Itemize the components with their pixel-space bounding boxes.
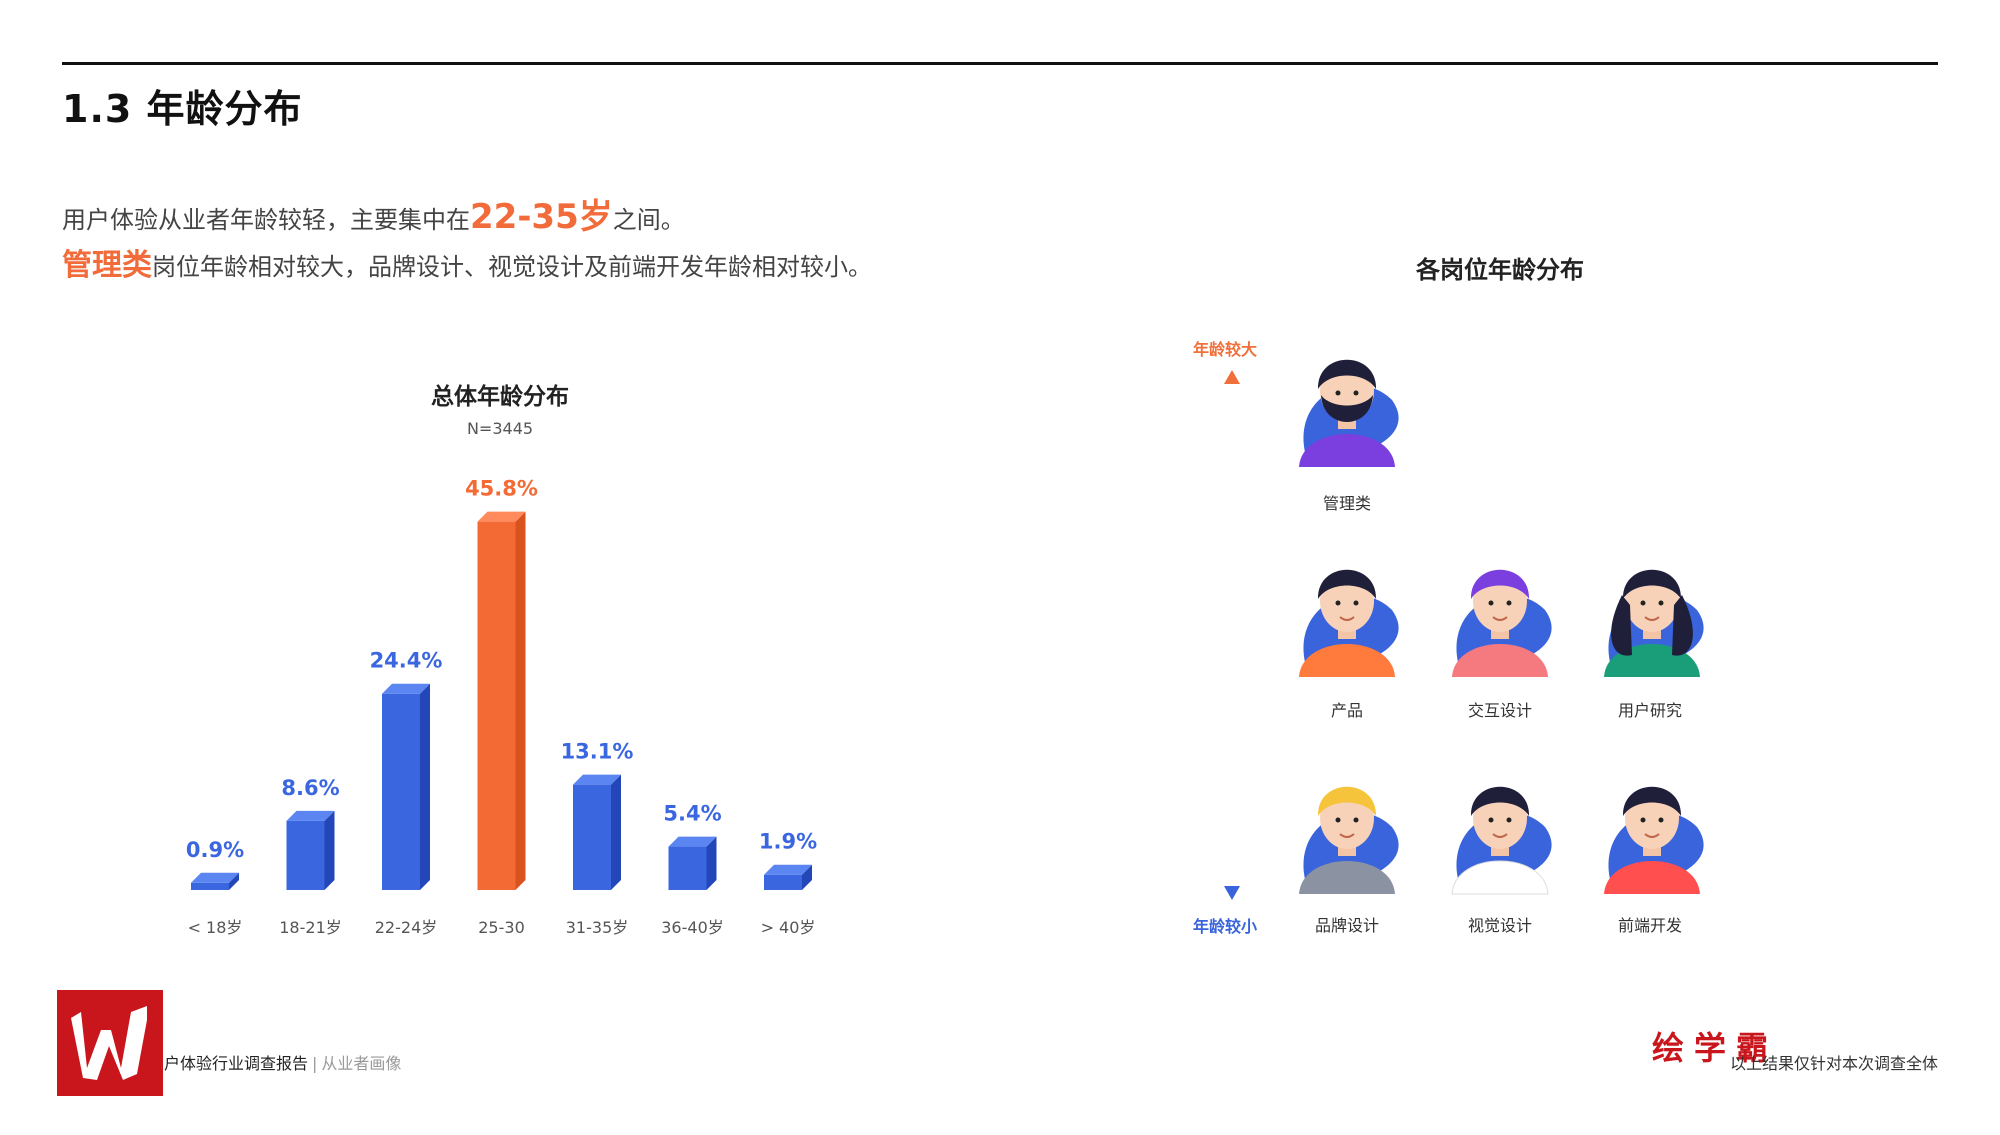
intro-line1-post: 之间。 (612, 206, 685, 234)
category-label-3: 25-30 (478, 918, 525, 937)
bar-value-label-4: 13.1% (561, 740, 634, 764)
role-label-interaction: 交互设计 (1467, 701, 1532, 720)
intro-line-1: 用户体验从业者年龄较轻，主要集中在22-35岁之间。 (62, 195, 872, 243)
bar-front-1 (286, 820, 325, 890)
bar-2 (382, 683, 430, 890)
bar-top-4 (573, 774, 621, 785)
bar-value-label-2: 24.4% (370, 649, 443, 673)
bar-top-1 (286, 810, 335, 821)
page-title: 1.3 年龄分布 (62, 87, 303, 131)
bar-front-5 (668, 846, 707, 890)
intro-line2-highlight: 管理类 (62, 248, 152, 283)
intro-line1-highlight: 22-35岁 (470, 197, 613, 237)
chart-title: 总体年龄分布 (431, 384, 569, 410)
category-label-5: 36-40岁 (661, 918, 724, 937)
bar-front-2 (382, 693, 420, 890)
role-label-management: 管理类 (1322, 494, 1371, 513)
footer-note: 以上结果仅针对本次调查全体 (1729, 1054, 1938, 1073)
bar-value-label-5: 5.4% (663, 802, 721, 826)
chart-sample-size: N=3445 (466, 419, 534, 438)
bar-front-6 (764, 874, 802, 890)
bar-side-3 (515, 511, 526, 890)
bar-front-4 (573, 784, 611, 890)
role-label-visual: 视觉设计 (1467, 916, 1532, 935)
bar-front-3 (477, 521, 516, 890)
axis-label-older: 年龄较大 (1193, 340, 1258, 359)
bar-value-label-1: 8.6% (281, 776, 339, 800)
bar-side-6 (802, 864, 812, 890)
footer-separator: | (312, 1054, 318, 1073)
bar-side-0 (229, 872, 239, 890)
bar-top-6 (764, 864, 812, 875)
report-logo (57, 990, 163, 1096)
category-label-0: < 18岁 (188, 918, 243, 937)
category-label-6: > 40岁 (761, 918, 816, 937)
bar-side-1 (324, 810, 335, 890)
intro-text: 用户体验从业者年龄较轻，主要集中在22-35岁之间。 管理类岗位年龄相对较大，品… (62, 195, 872, 290)
bar-value-label-6: 1.9% (759, 830, 817, 854)
bar-5 (668, 836, 717, 890)
footer-report: 户体验行业调查报告 | 从业者画像 (164, 1050, 401, 1074)
bar-side-4 (611, 774, 621, 890)
role-label-frontend: 前端开发 (1617, 916, 1682, 935)
role-label-brand: 品牌设计 (1314, 916, 1379, 935)
axis-label-younger: 年龄较小 (1193, 917, 1258, 936)
bar-1 (286, 810, 335, 890)
bar-value-label-3: 45.8% (465, 477, 538, 501)
bar-6 (764, 864, 812, 890)
intro-line2-post: 岗位年龄相对较大，品牌设计、视觉设计及前端开发年龄相对较小。 (152, 253, 872, 281)
intro-line1-pre: 用户体验从业者年龄较轻，主要集中在 (62, 206, 470, 234)
bar-top-2 (382, 683, 430, 694)
bar-top-5 (668, 836, 717, 847)
intro-line-2: 管理类岗位年龄相对较大，品牌设计、视觉设计及前端开发年龄相对较小。 (62, 243, 872, 290)
roles-title: 各岗位年龄分布 (1416, 256, 1584, 284)
role-label-product: 产品 (1330, 701, 1363, 720)
bar-front-0 (191, 882, 229, 890)
brand-watermark: 绘学霸 (1652, 1029, 1779, 1067)
bar-0 (191, 872, 239, 890)
top-rule (62, 62, 1938, 65)
bar-4 (573, 774, 621, 890)
category-label-2: 22-24岁 (375, 918, 438, 937)
bar-top-3 (477, 511, 526, 522)
category-label-1: 18-21岁 (279, 918, 342, 937)
footer-section: 从业者画像 (321, 1054, 402, 1073)
bar-side-5 (706, 836, 717, 890)
footer-report-title: 户体验行业调查报告 (164, 1054, 309, 1073)
category-label-4: 31-35岁 (566, 918, 629, 937)
bar-side-2 (420, 683, 430, 890)
bar-3 (477, 511, 526, 890)
bar-top-0 (191, 872, 239, 883)
role-label-research: 用户研究 (1617, 701, 1682, 720)
logo-w-icon (71, 1006, 147, 1080)
bar-value-label-0: 0.9% (186, 838, 244, 862)
